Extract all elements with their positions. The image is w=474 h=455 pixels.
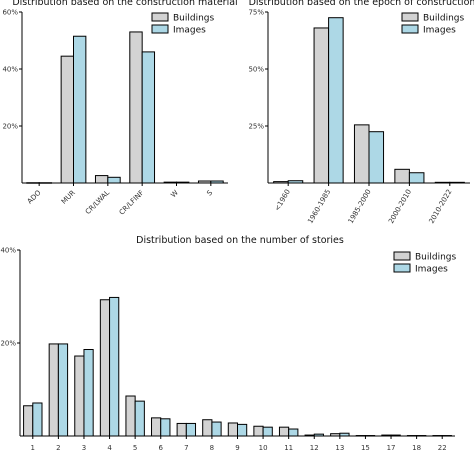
legend-swatch-images (151, 24, 169, 34)
bar-buildings-6 (151, 417, 162, 437)
bar-buildings-11 (278, 426, 290, 437)
bar-buildings-CR/LFINF (129, 31, 143, 184)
legend-swatch-buildings (393, 251, 411, 261)
x-tick-label: 2010-2022 (428, 188, 454, 225)
bar-images-5 (134, 400, 145, 437)
legend: Buildings Images (401, 12, 465, 36)
bar-images-10 (262, 426, 273, 437)
x-tick-label: 12 (310, 444, 319, 452)
legend-swatch-buildings (151, 12, 169, 22)
legend-label-buildings: Buildings (415, 253, 457, 263)
x-tick-label: 3 (82, 444, 86, 452)
chart-title: Distribution based on the epoch of const… (249, 0, 474, 8)
bar-images-11 (288, 428, 299, 437)
x-tick-label: 6 (159, 444, 164, 452)
y-tick-label: 25% (248, 123, 264, 131)
bar-buildings-9 (227, 422, 238, 437)
bar-images-9 (237, 423, 248, 437)
bar-buildings-MUR (60, 55, 74, 184)
x-tick-label: 9 (235, 444, 239, 452)
legend-label-images: Images (173, 26, 206, 36)
bar-buildings-2 (48, 343, 59, 437)
y-tick-label: 40% (2, 66, 18, 74)
chart-3: Distribution based on the number of stor… (0, 235, 456, 452)
bar-images-4 (109, 296, 120, 437)
bar-images-3 (83, 349, 94, 437)
x-tick-label: MUR (60, 189, 77, 206)
chart-title: Distribution based on the number of stor… (136, 235, 344, 246)
bar-images-CR/LFINF (141, 51, 156, 184)
legend-swatch-buildings (401, 12, 419, 22)
bar-buildings-3 (74, 355, 85, 437)
x-tick-label: 10 (259, 444, 268, 452)
x-tick-label: CR/LWAL (84, 189, 111, 216)
x-tick-label: 1985-2000 (347, 188, 373, 225)
legend-label-images: Images (423, 26, 456, 36)
bar-buildings-CR/LWAL (94, 175, 109, 184)
y-tick-label: 20% (2, 123, 18, 131)
x-tick-label: 4 (107, 444, 112, 452)
y-tick-label: 20% (0, 340, 16, 348)
bar-buildings-1985-2000 (353, 124, 370, 184)
y-tick-label: 75% (248, 9, 264, 17)
x-tick-label: W (169, 189, 180, 200)
chart-title: Distribution based on the construction m… (12, 0, 237, 8)
bar-images-2 (57, 343, 69, 437)
chart-1: Distribution based on the construction m… (2, 0, 237, 217)
legend-label-images: Images (415, 265, 448, 275)
bar-images-1 (32, 402, 43, 437)
x-tick-label: S (205, 188, 214, 197)
bar-buildings-1 (23, 405, 34, 437)
x-tick-label: 2 (56, 444, 60, 452)
x-tick-label: 1960-1985 (306, 188, 332, 225)
y-tick-label: 40% (0, 247, 16, 255)
x-tick-label: 18 (412, 444, 421, 452)
bar-buildings-5 (125, 395, 136, 437)
x-tick-label: 7 (184, 444, 188, 452)
bar-buildings-1960-1985 (313, 27, 330, 184)
legend: Buildings Images (151, 12, 215, 36)
bar-images-1985-2000 (368, 131, 385, 184)
x-tick-label: 5 (133, 444, 137, 452)
bar-buildings-7 (176, 422, 187, 437)
bar-images-6 (160, 418, 171, 437)
y-tick-label: 50% (248, 66, 264, 74)
y-tick-label: 60% (2, 9, 18, 17)
bar-buildings-10 (253, 425, 264, 437)
x-tick-label: 1 (31, 444, 35, 452)
x-tick-label: CR/LFINF (118, 189, 146, 217)
x-tick-label: 13 (335, 444, 344, 452)
x-tick-label: 22 (438, 444, 447, 452)
bar-buildings-4 (99, 299, 111, 437)
bar-images-7 (185, 422, 197, 437)
legend-label-buildings: Buildings (173, 14, 215, 24)
bar-images-8 (211, 421, 222, 437)
legend-swatch-images (393, 263, 411, 273)
x-tick-label: ADO (26, 188, 43, 205)
x-tick-label: 17 (387, 444, 396, 452)
bar-images-2000-2010 (408, 172, 425, 184)
bar-buildings-2000-2010 (394, 168, 410, 184)
legend: Buildings Images (393, 251, 457, 275)
x-tick-label: <1960 (273, 188, 292, 213)
bar-buildings-8 (202, 419, 213, 437)
bar-images-CR/LWAL (107, 176, 121, 184)
bar-images-1960-1985 (328, 17, 344, 184)
x-tick-label: 15 (361, 444, 370, 452)
x-tick-label: 2000-2010 (387, 188, 413, 225)
bar-images-MUR (73, 35, 87, 184)
legend-swatch-images (401, 24, 419, 34)
x-tick-label: 11 (284, 444, 293, 452)
chart-2: Distribution based on the epoch of const… (248, 0, 474, 225)
x-tick-label: 8 (210, 444, 214, 452)
legend-label-buildings: Buildings (423, 14, 465, 24)
